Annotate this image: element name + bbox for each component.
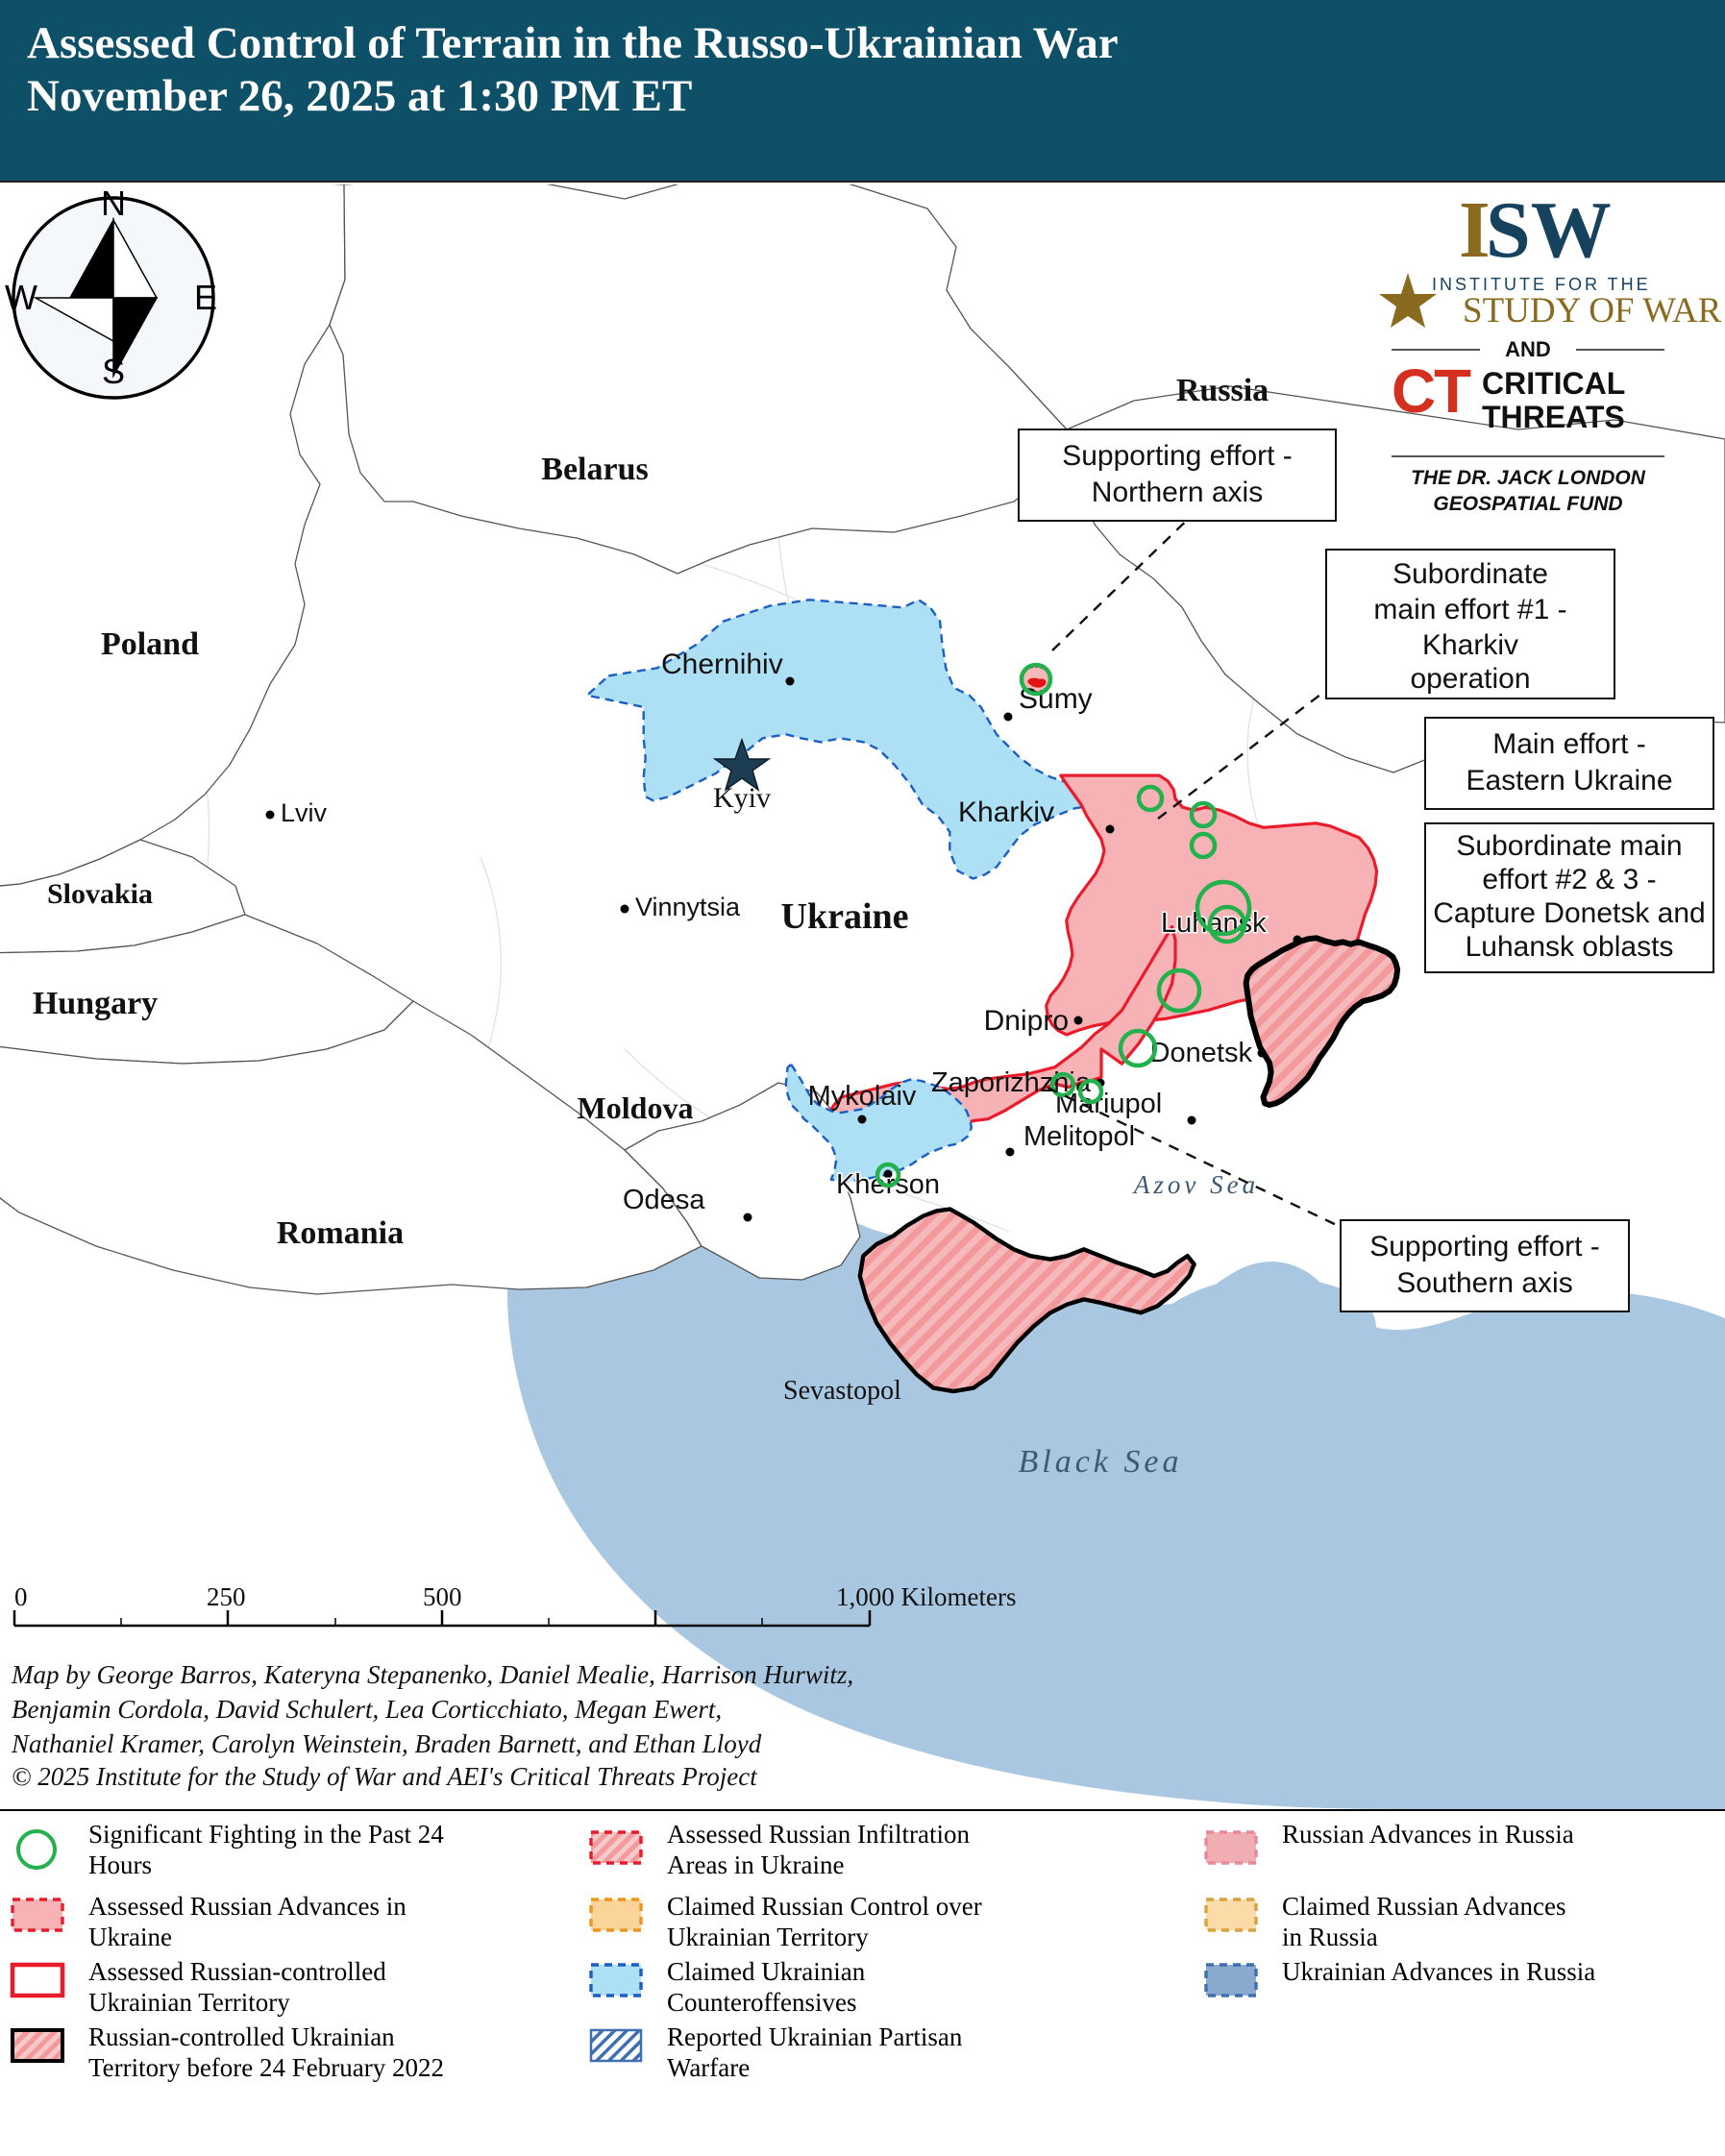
svg-text:Sumy: Sumy bbox=[1019, 683, 1093, 715]
svg-text:Claimed Ukrainian: Claimed Ukrainian bbox=[667, 1957, 866, 1986]
svg-text:Ukrainian Advances in Russia: Ukrainian Advances in Russia bbox=[1282, 1957, 1595, 1986]
svg-text:GEOSPATIAL FUND: GEOSPATIAL FUND bbox=[1433, 493, 1622, 515]
svg-text:Belarus: Belarus bbox=[541, 452, 648, 487]
svg-text:Northern axis: Northern axis bbox=[1092, 477, 1263, 508]
svg-text:Assessed Russian Advances in: Assessed Russian Advances in bbox=[88, 1892, 407, 1921]
svg-text:Poland: Poland bbox=[101, 626, 199, 662]
svg-text:Counteroffensives: Counteroffensives bbox=[667, 1988, 856, 2017]
svg-text:Russian Advances in Russia: Russian Advances in Russia bbox=[1282, 1820, 1574, 1849]
svg-text:Claimed Russian Advances: Claimed Russian Advances bbox=[1282, 1892, 1565, 1921]
svg-text:Supporting effort -: Supporting effort - bbox=[1369, 1231, 1600, 1262]
svg-text:Warfare: Warfare bbox=[667, 2053, 750, 2082]
svg-text:effort #2 & 3 -: effort #2 & 3 - bbox=[1482, 864, 1656, 895]
svg-text:Main effort -: Main effort - bbox=[1492, 728, 1646, 760]
svg-text:Kharkiv: Kharkiv bbox=[1422, 629, 1518, 661]
svg-text:Southern axis: Southern axis bbox=[1396, 1267, 1572, 1299]
svg-text:Subordinate: Subordinate bbox=[1392, 558, 1548, 590]
svg-text:500: 500 bbox=[423, 1582, 462, 1611]
svg-text:Vinnytsia: Vinnytsia bbox=[635, 893, 741, 921]
svg-text:Assessed Russian-controlled: Assessed Russian-controlled bbox=[88, 1957, 386, 1986]
svg-text:Assessed Russian Infiltration: Assessed Russian Infiltration bbox=[667, 1820, 970, 1849]
svg-text:Black Sea: Black Sea bbox=[1019, 1444, 1183, 1480]
svg-text:Ukrainian Territory: Ukrainian Territory bbox=[667, 1923, 869, 1951]
svg-text:Chernihiv: Chernihiv bbox=[661, 649, 783, 680]
svg-text:Odesa: Odesa bbox=[623, 1185, 705, 1215]
svg-text:Benjamin Cordola, David Schule: Benjamin Cordola, David Schulert, Lea Co… bbox=[12, 1695, 722, 1724]
svg-text:Supporting effort -: Supporting effort - bbox=[1062, 440, 1293, 472]
svg-text:STUDY OF WAR: STUDY OF WAR bbox=[1463, 291, 1722, 331]
svg-text:Mykolaiv: Mykolaiv bbox=[808, 1081, 917, 1112]
svg-text:Melitopol: Melitopol bbox=[1023, 1121, 1135, 1152]
svg-text:Sevastopol: Sevastopol bbox=[783, 1376, 901, 1406]
svg-text:Russian-controlled Ukrainian: Russian-controlled Ukrainian bbox=[88, 2022, 395, 2051]
svg-text:Eastern Ukraine: Eastern Ukraine bbox=[1466, 765, 1672, 796]
svg-text:Claimed Russian Control over: Claimed Russian Control over bbox=[667, 1892, 982, 1921]
svg-text:T: T bbox=[1434, 356, 1471, 426]
svg-text:Dnipro: Dnipro bbox=[984, 1005, 1069, 1037]
svg-text:0: 0 bbox=[14, 1582, 28, 1611]
svg-text:CRITICAL: CRITICAL bbox=[1482, 366, 1625, 401]
svg-text:Ukraine: Ukraine bbox=[88, 1923, 172, 1951]
svg-text:Map by George Barros, Kateryna: Map by George Barros, Kateryna Stepanenk… bbox=[11, 1660, 853, 1689]
svg-text:Luhansk oblasts: Luhansk oblasts bbox=[1466, 931, 1674, 963]
svg-text:Azov Sea: Azov Sea bbox=[1132, 1170, 1259, 1199]
svg-text:Russia: Russia bbox=[1176, 373, 1269, 408]
svg-text:1,000 Kilometers: 1,000 Kilometers bbox=[836, 1582, 1016, 1611]
svg-text:Ukraine: Ukraine bbox=[781, 896, 909, 937]
svg-text:Significant Fighting in the Pa: Significant Fighting in the Past 24 bbox=[88, 1820, 444, 1849]
svg-text:in Russia: in Russia bbox=[1282, 1923, 1378, 1951]
svg-text:Reported Ukrainian Partisan: Reported Ukrainian Partisan bbox=[667, 2022, 963, 2051]
svg-text:Subordinate main: Subordinate main bbox=[1456, 830, 1682, 862]
svg-text:N: N bbox=[101, 184, 126, 223]
svg-text:Kharkiv: Kharkiv bbox=[958, 796, 1054, 828]
svg-text:Areas in Ukraine: Areas in Ukraine bbox=[667, 1850, 844, 1879]
svg-text:Capture Donetsk and: Capture Donetsk and bbox=[1433, 897, 1706, 929]
svg-text:Territory before 24 February 2: Territory before 24 February 2022 bbox=[88, 2053, 444, 2082]
svg-text:THREATS: THREATS bbox=[1482, 400, 1625, 434]
svg-text:S: S bbox=[102, 352, 125, 391]
svg-text:Hungary: Hungary bbox=[33, 986, 158, 1021]
svg-text:W: W bbox=[5, 278, 37, 317]
svg-text:Nathaniel Kramer, Carolyn Wein: Nathaniel Kramer, Carolyn Weinstein, Bra… bbox=[11, 1729, 762, 1758]
svg-text:AND: AND bbox=[1505, 337, 1551, 361]
svg-text:Donetsk: Donetsk bbox=[1150, 1038, 1253, 1068]
svg-text:E: E bbox=[194, 278, 217, 317]
svg-text:250: 250 bbox=[207, 1582, 246, 1611]
svg-text:Slovakia: Slovakia bbox=[47, 878, 153, 910]
svg-text:THE DR. JACK LONDON: THE DR. JACK LONDON bbox=[1411, 467, 1646, 489]
svg-text:© 2025 Institute for the Study: © 2025 Institute for the Study of War an… bbox=[12, 1762, 758, 1791]
svg-text:operation: operation bbox=[1410, 663, 1530, 695]
svg-text:Ukrainian Territory: Ukrainian Territory bbox=[88, 1988, 290, 2017]
svg-text:Moldova: Moldova bbox=[578, 1090, 694, 1125]
svg-text:SW: SW bbox=[1486, 185, 1612, 275]
svg-text:Hours: Hours bbox=[88, 1850, 152, 1879]
svg-text:main effort #1 -: main effort #1 - bbox=[1373, 594, 1566, 625]
svg-text:Romania: Romania bbox=[277, 1215, 404, 1251]
svg-text:C: C bbox=[1392, 356, 1436, 426]
svg-text:Lviv: Lviv bbox=[281, 798, 328, 827]
svg-text:Kyiv: Kyiv bbox=[713, 782, 771, 814]
